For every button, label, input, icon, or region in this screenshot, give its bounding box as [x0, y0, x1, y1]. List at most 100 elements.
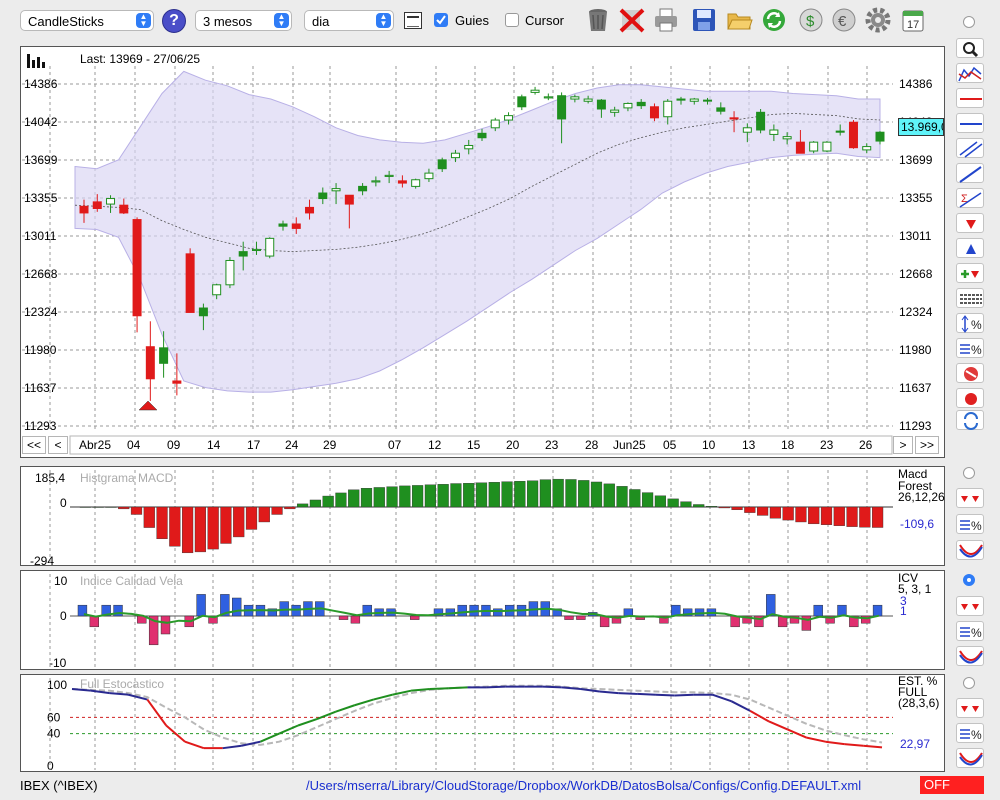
- config-path-link[interactable]: /Users/mserra/Library/CloudStorage/Dropb…: [306, 778, 862, 793]
- fibonacci-button[interactable]: Σ: [956, 188, 984, 208]
- euro-icon: €: [832, 8, 856, 32]
- help-button[interactable]: ?: [162, 9, 186, 33]
- candle-body: [769, 129, 779, 135]
- chart-lines-icon: [958, 66, 982, 82]
- macd-bar: [718, 506, 730, 509]
- record-button[interactable]: [956, 388, 984, 408]
- add-signal-button[interactable]: [956, 263, 984, 283]
- macd-curve-button[interactable]: [956, 540, 984, 560]
- stoch-fast-segment: [542, 685, 562, 689]
- stoch-fast-segment: [580, 688, 600, 693]
- cursor-checkbox[interactable]: [505, 13, 519, 27]
- print-button[interactable]: [652, 6, 680, 34]
- icv-bar: [825, 615, 835, 624]
- icv-curve-button[interactable]: [956, 646, 984, 666]
- euro-button[interactable]: €: [830, 6, 858, 34]
- calendar-grid-button[interactable]: [404, 12, 422, 29]
- guides-checkbox[interactable]: [434, 13, 448, 27]
- chevron-updown-icon: ▲ ▼: [376, 13, 391, 28]
- macd-panel-radio[interactable]: [963, 467, 975, 479]
- stoch-fast-segment: [787, 728, 808, 739]
- candle-body: [490, 119, 500, 129]
- macd-lines-button[interactable]: %: [956, 514, 984, 534]
- indicator-button[interactable]: [956, 63, 984, 83]
- macd-y-bottom: -294: [30, 554, 54, 568]
- candle-body: [371, 180, 381, 183]
- nav-next-button[interactable]: >: [893, 436, 913, 454]
- icv-signals-button[interactable]: [956, 596, 984, 616]
- macd-bar: [642, 492, 654, 508]
- nav-prev-button[interactable]: <: [48, 436, 68, 454]
- icv-bar: [433, 608, 444, 617]
- nav-first-button[interactable]: <<: [22, 436, 46, 454]
- stoch-curve-button[interactable]: [956, 748, 984, 768]
- y-tick-right: 13699: [899, 153, 933, 167]
- macd-signals-button[interactable]: [956, 488, 984, 508]
- icv-bar: [350, 615, 361, 624]
- radio-dot-icon: [967, 578, 971, 582]
- icv-bar: [457, 604, 467, 617]
- horizontal-red-line-button[interactable]: [956, 88, 984, 108]
- table-icon: [407, 16, 419, 27]
- stoch-panel[interactable]: [20, 674, 945, 772]
- trendline-button[interactable]: [956, 163, 984, 183]
- buy-signal-button[interactable]: [956, 238, 984, 258]
- chart-type-select[interactable]: CandleSticks ▲ ▼: [20, 10, 154, 31]
- open-folder-button[interactable]: [725, 6, 753, 34]
- icv-bar: [291, 604, 301, 617]
- sell-signal-button[interactable]: [956, 213, 984, 233]
- stoch-panel-radio[interactable]: [963, 677, 975, 689]
- off-status-badge[interactable]: OFF: [920, 776, 984, 794]
- icv-panel-radio[interactable]: [963, 574, 975, 586]
- interval-select[interactable]: dia ▲ ▼: [304, 10, 394, 31]
- svg-text:€: €: [838, 13, 847, 30]
- macd-side-label-3: 26,12,26: [898, 490, 945, 504]
- lines-percent-button[interactable]: %: [956, 338, 984, 358]
- delete-button[interactable]: [618, 6, 646, 34]
- y-tick-right: 12668: [899, 267, 933, 281]
- macd-bar: [105, 506, 117, 508]
- icv-lines-button[interactable]: %: [956, 621, 984, 641]
- stoch-lines-button[interactable]: %: [956, 723, 984, 743]
- trash-button[interactable]: [584, 6, 612, 34]
- stoch-signals-button[interactable]: [956, 698, 984, 718]
- y-tick-right: 11637: [899, 381, 932, 395]
- zoom-button[interactable]: [956, 38, 984, 58]
- period-select[interactable]: 3 mesos ▲ ▼: [195, 10, 292, 31]
- calendar-button[interactable]: 17: [899, 6, 927, 34]
- save-button[interactable]: [690, 6, 718, 34]
- main-chart-radio[interactable]: [963, 16, 975, 28]
- macd-bar: [475, 482, 488, 508]
- y-tick-right: 14386: [899, 77, 933, 91]
- candle-body: [384, 174, 394, 177]
- candle-body: [251, 248, 261, 252]
- macd-bar: [552, 478, 564, 508]
- icv-value-1: 3: [900, 594, 907, 608]
- stoch-fast-segment: [222, 744, 242, 750]
- candle-body: [119, 204, 129, 214]
- settings-button[interactable]: [864, 6, 892, 34]
- macd-bar: [705, 506, 718, 508]
- macd-value: -109,6: [900, 517, 935, 531]
- candle-body: [212, 284, 222, 296]
- stoch-side-label-3: (28,3,6): [898, 696, 940, 710]
- candle-body: [172, 380, 182, 384]
- macd-bar: [437, 484, 449, 508]
- macd-bar: [156, 506, 168, 540]
- horizontal-blue-line-button[interactable]: [956, 113, 984, 133]
- y-tick-left: 12668: [24, 267, 58, 281]
- channel-button[interactable]: [956, 138, 984, 158]
- range-percent-button[interactable]: %: [956, 313, 984, 333]
- update-money-button[interactable]: $: [797, 6, 825, 34]
- candle-body: [835, 130, 845, 133]
- nav-last-button[interactable]: >>: [915, 436, 939, 454]
- swap-button[interactable]: [956, 410, 984, 430]
- levels-button[interactable]: [956, 288, 984, 308]
- y-tick-left: 13011: [24, 229, 57, 243]
- refresh-button[interactable]: [760, 6, 788, 34]
- prohibit-button[interactable]: [956, 363, 984, 383]
- macd-bar: [297, 503, 309, 508]
- candle-body: [689, 98, 699, 102]
- x-tick-label: 26: [859, 438, 873, 452]
- x-tick-label: 24: [285, 438, 299, 452]
